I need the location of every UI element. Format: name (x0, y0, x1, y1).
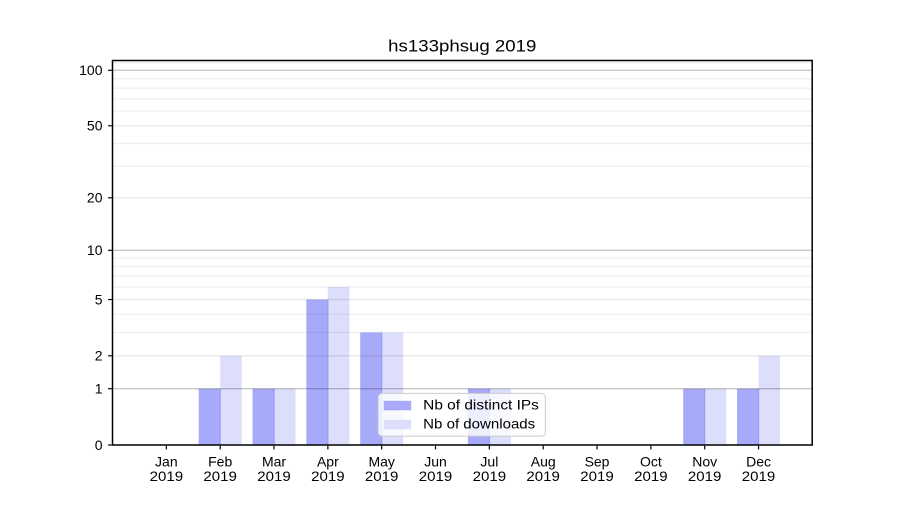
svg-text:Jun: Jun (424, 453, 447, 469)
svg-text:Mar: Mar (262, 453, 286, 469)
svg-text:2: 2 (95, 348, 103, 364)
svg-text:2019: 2019 (419, 468, 453, 484)
svg-text:Apr: Apr (317, 453, 339, 469)
svg-text:Dec: Dec (746, 453, 771, 469)
svg-text:2019: 2019 (203, 468, 237, 484)
svg-text:Aug: Aug (531, 453, 556, 469)
svg-text:Nb of distinct IPs: Nb of distinct IPs (423, 396, 539, 412)
svg-text:100: 100 (79, 62, 103, 78)
svg-text:2019: 2019 (311, 468, 345, 484)
svg-text:hs133phsug 2019: hs133phsug 2019 (388, 37, 536, 56)
svg-text:May: May (368, 453, 394, 469)
svg-text:2019: 2019 (257, 468, 291, 484)
svg-text:Jan: Jan (155, 453, 178, 469)
svg-text:2019: 2019 (634, 468, 668, 484)
svg-text:2019: 2019 (580, 468, 614, 484)
svg-text:20: 20 (87, 190, 103, 206)
svg-text:2019: 2019 (365, 468, 399, 484)
svg-text:Oct: Oct (640, 453, 662, 469)
svg-text:50: 50 (87, 118, 103, 134)
svg-text:Nb of downloads: Nb of downloads (423, 415, 535, 431)
svg-text:Feb: Feb (208, 453, 232, 469)
svg-text:Nov: Nov (692, 453, 717, 469)
svg-text:2019: 2019 (526, 468, 560, 484)
svg-text:2019: 2019 (742, 468, 776, 484)
svg-text:2019: 2019 (473, 468, 507, 484)
svg-text:0: 0 (95, 437, 103, 453)
svg-text:Jul: Jul (480, 453, 498, 469)
svg-text:Sep: Sep (585, 453, 610, 469)
svg-text:5: 5 (95, 291, 103, 307)
svg-text:10: 10 (87, 242, 103, 258)
svg-text:1: 1 (95, 381, 103, 397)
svg-text:2019: 2019 (688, 468, 722, 484)
svg-text:2019: 2019 (150, 468, 184, 484)
